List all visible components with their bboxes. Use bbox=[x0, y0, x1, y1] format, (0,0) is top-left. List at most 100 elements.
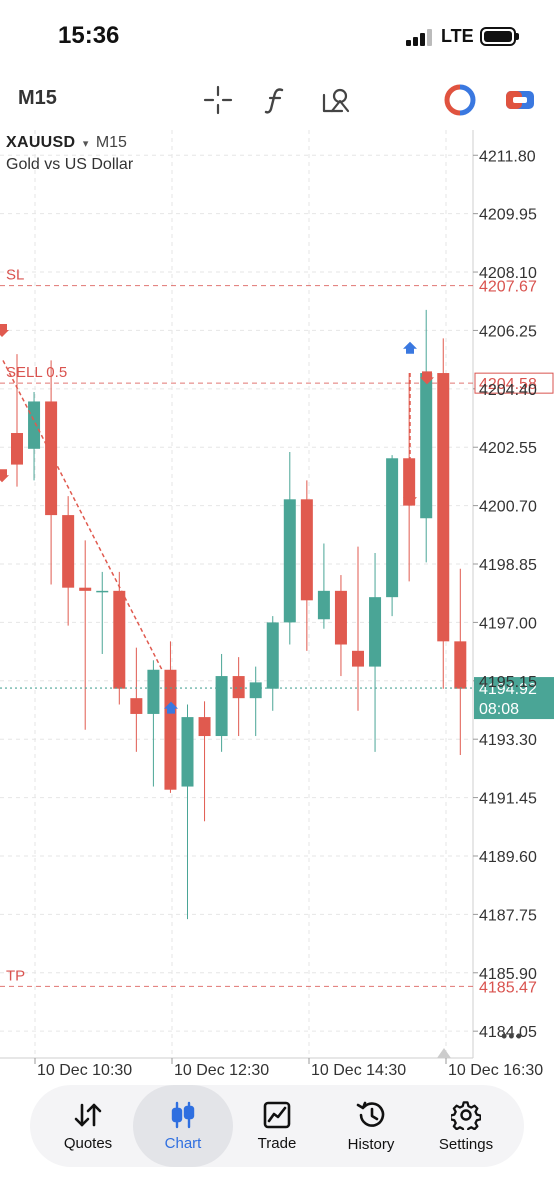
bid-price-label: 4194.92 bbox=[479, 681, 537, 698]
chart-canvas[interactable]: SL 4207.67 SELL 0.5 4204.58 TP 4185.47 4194.9… bbox=[0, 130, 555, 1085]
candle-bear[interactable] bbox=[164, 669, 177, 790]
chart-toolbar: M15 bbox=[0, 74, 555, 124]
candle-bear[interactable] bbox=[62, 515, 75, 588]
buy-close-arrow-icon bbox=[403, 341, 417, 354]
price-scale-label: 4204.40 bbox=[479, 382, 537, 399]
bar-countdown-label: 08:08 bbox=[479, 701, 519, 718]
bid-price-box bbox=[474, 677, 554, 720]
sl-level-price: 4207.67 bbox=[479, 279, 537, 296]
candle-bull[interactable] bbox=[215, 676, 228, 737]
sl-level-label: SL bbox=[6, 267, 24, 284]
tab-quotes[interactable]: Quotes bbox=[38, 1085, 138, 1167]
tp-level-price: 4185.47 bbox=[479, 979, 537, 996]
timeframe-selector[interactable]: M15 bbox=[18, 87, 57, 109]
price-scale-label: 4195.15 bbox=[479, 674, 537, 691]
chart-symbol-header[interactable]: XAUUSD ▾ M15 bbox=[6, 134, 127, 152]
tab-settings-label: Settings bbox=[438, 1135, 494, 1153]
bottom-navigation: Quotes Chart Trade History bbox=[30, 1085, 524, 1167]
price-scale-label: 4209.95 bbox=[479, 207, 537, 224]
tab-history[interactable]: History bbox=[321, 1085, 421, 1167]
candle-bull[interactable] bbox=[181, 717, 194, 787]
sl-level-price-box bbox=[475, 275, 553, 296]
tab-quotes-label: Quotes bbox=[63, 1134, 113, 1152]
tp-level-label: TP bbox=[6, 967, 25, 984]
candle-bear[interactable] bbox=[232, 676, 245, 699]
battery-tip bbox=[516, 33, 519, 40]
sell-arrow-icon bbox=[0, 324, 9, 338]
objects-icon[interactable] bbox=[318, 82, 354, 118]
candle-bull[interactable] bbox=[249, 682, 262, 699]
price-scale-label: 4198.85 bbox=[479, 557, 537, 574]
time-scale-label: 10 Dec 10:30 bbox=[37, 1062, 132, 1079]
price-scale-label: 4206.25 bbox=[479, 323, 537, 340]
price-scale-label: 4197.00 bbox=[479, 615, 537, 632]
candle-bull[interactable] bbox=[96, 590, 109, 593]
candle-bear[interactable] bbox=[352, 650, 364, 667]
candle-bear[interactable] bbox=[113, 590, 126, 689]
price-chart[interactable]: SL 4207.67 SELL 0.5 4204.58 TP 4185.47 4194.9… bbox=[0, 130, 555, 1085]
candle-bear[interactable] bbox=[198, 717, 211, 737]
symbol-description: Gold vs US Dollar bbox=[6, 156, 134, 173]
candle-bull[interactable] bbox=[147, 669, 160, 714]
more-options-icon[interactable]: ••• bbox=[501, 1026, 523, 1046]
candle-bear[interactable] bbox=[11, 433, 23, 465]
network-type: LTE bbox=[441, 26, 474, 46]
symbol-dropdown-icon: ▾ bbox=[82, 138, 89, 150]
symbol-name: XAUUSD bbox=[6, 134, 76, 151]
indicator-f-icon[interactable] bbox=[258, 82, 294, 118]
price-scale-label: 4189.60 bbox=[479, 849, 537, 866]
candle-bull[interactable] bbox=[283, 499, 296, 623]
status-time: 15:36 bbox=[58, 22, 120, 49]
trade-graph-icon bbox=[263, 1101, 291, 1128]
signal-strength-icon bbox=[406, 28, 436, 46]
candle-bear[interactable] bbox=[45, 401, 58, 516]
history-clock-icon bbox=[356, 1101, 385, 1127]
price-scale-label: 4208.10 bbox=[479, 265, 537, 282]
time-scale-label: 10 Dec 16:30 bbox=[448, 1062, 543, 1079]
candle-bull[interactable] bbox=[266, 622, 279, 689]
candle-bull[interactable] bbox=[317, 590, 330, 620]
tab-chart[interactable]: Chart bbox=[133, 1085, 233, 1167]
tp-level-price-box bbox=[475, 976, 553, 997]
trade-panel-icon[interactable] bbox=[502, 82, 538, 118]
tab-trade-label: Trade bbox=[257, 1134, 297, 1152]
price-scale-label: 4200.70 bbox=[479, 499, 537, 516]
status-bar: 15:36 LTE bbox=[0, 0, 555, 70]
candle-bull[interactable] bbox=[28, 401, 41, 449]
price-scale-label: 4187.75 bbox=[479, 907, 537, 924]
tab-chart-label: Chart bbox=[164, 1134, 202, 1152]
candle-bear[interactable] bbox=[79, 587, 92, 591]
tab-history-label: History bbox=[347, 1135, 395, 1153]
price-scale-label: 4211.80 bbox=[479, 148, 536, 165]
price-scale-label: 4191.45 bbox=[479, 791, 537, 808]
battery-icon bbox=[480, 27, 516, 46]
time-scale-label: 10 Dec 12:30 bbox=[174, 1062, 269, 1079]
candle-bear[interactable] bbox=[300, 499, 313, 601]
sell-arrow-icon bbox=[403, 491, 417, 505]
price-scale-label: 4202.55 bbox=[479, 440, 537, 457]
sell-arrow-icon bbox=[420, 371, 434, 385]
price-scale-label: 4185.90 bbox=[479, 966, 537, 983]
chart-candles-icon bbox=[171, 1101, 195, 1128]
candle-bear[interactable] bbox=[334, 590, 347, 645]
scroll-to-end-icon[interactable] bbox=[437, 1048, 451, 1058]
tab-trade[interactable]: Trade bbox=[227, 1085, 327, 1167]
candle-bear[interactable] bbox=[437, 373, 450, 642]
candle-bull[interactable] bbox=[386, 458, 399, 598]
settings-gear-icon bbox=[451, 1100, 481, 1130]
trade-path-line bbox=[2, 360, 163, 671]
one-click-trading-icon[interactable] bbox=[442, 82, 478, 118]
candle-bear[interactable] bbox=[454, 641, 467, 689]
order-level-price: 4204.58 bbox=[479, 376, 537, 393]
order-level-label: SELL 0.5 bbox=[6, 364, 67, 381]
tab-settings[interactable]: Settings bbox=[416, 1085, 516, 1167]
candle-bull[interactable] bbox=[369, 597, 382, 667]
order-level-price-box bbox=[474, 372, 554, 394]
price-scale-label: 4193.30 bbox=[479, 732, 537, 749]
buy-close-arrow-icon bbox=[164, 701, 178, 714]
quotes-arrows-icon bbox=[74, 1103, 102, 1126]
crosshair-icon[interactable] bbox=[200, 82, 236, 118]
candle-bull[interactable] bbox=[420, 373, 433, 519]
price-scale-label: 4184.05 bbox=[479, 1024, 537, 1041]
candle-bear[interactable] bbox=[130, 698, 143, 714]
